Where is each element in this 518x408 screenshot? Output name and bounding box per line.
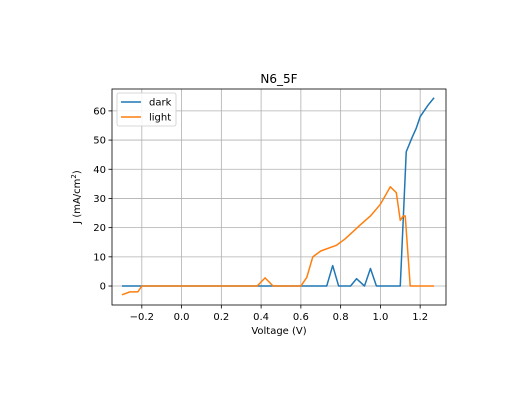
y-axis-label: J (mA/cm2) (70, 170, 83, 225)
legend: dark light (116, 92, 177, 127)
x-tick-label: 0.4 (253, 312, 269, 323)
plot-frame (111, 88, 447, 306)
legend-label-dark: dark (149, 98, 172, 109)
y-tick-label: 40 (93, 165, 106, 176)
x-tick-label: 1.0 (372, 312, 388, 323)
y-axis-label-end: ) (72, 170, 83, 174)
x-tick-label: 1.2 (412, 312, 428, 323)
x-tick-label: 0.2 (213, 312, 229, 323)
y-tick-label: 10 (93, 252, 106, 263)
x-tick-label: 0.6 (293, 312, 309, 323)
series-layer (121, 97, 435, 296)
y-axis-label-superscript: 2 (70, 174, 78, 178)
x-axis-label: Voltage (V) (251, 326, 306, 337)
ticks-layer: −0.2 0.0 0.2 0.4 0.6 0.8 1.0 1.2 0 10 20 30 40 50 60 (93, 106, 428, 323)
y-tick-label: 60 (93, 106, 106, 117)
y-tick-label: 20 (93, 223, 106, 234)
y-tick-label: 30 (93, 194, 106, 205)
series-line-light (121, 186, 435, 296)
grid-layer (112, 89, 446, 305)
legend-label-light: light (149, 113, 171, 124)
x-tick-label: 0.8 (333, 312, 349, 323)
chart-title: N6_5F (260, 72, 297, 86)
y-axis-label-main: J (mA/cm (72, 179, 83, 225)
x-tick-label: −0.2 (130, 312, 154, 323)
y-tick-label: 0 (100, 282, 106, 293)
x-tick-label: 0.0 (174, 312, 190, 323)
y-tick-label: 50 (93, 136, 106, 147)
